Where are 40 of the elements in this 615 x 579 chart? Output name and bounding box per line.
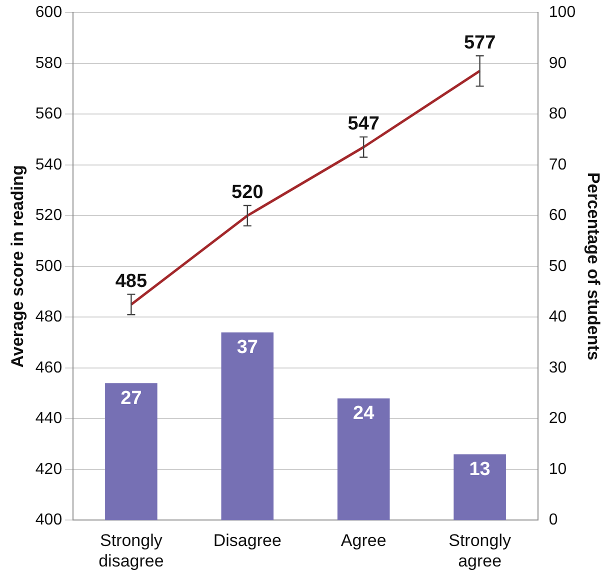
y2-tick-label: 50 <box>548 258 567 275</box>
bar <box>454 454 506 520</box>
y2-tick-label: 30 <box>548 359 567 376</box>
y2-tick-label: 20 <box>548 410 567 428</box>
data-label: 485 <box>115 271 148 292</box>
bar <box>337 398 390 520</box>
y-tick-label: 580 <box>35 54 62 72</box>
y2-tick-label: 40 <box>548 308 567 326</box>
x-tick-label: Agree <box>340 531 386 550</box>
y-tick-label: 540 <box>35 156 62 174</box>
x-tick-label: Disagree <box>213 531 282 550</box>
y-tick-label: 400 <box>35 512 62 529</box>
data-label: 37 <box>236 337 258 358</box>
bar <box>221 332 274 520</box>
y2-tick-label: 80 <box>548 106 567 123</box>
y2-tick-label: 60 <box>548 207 567 224</box>
y-tick-label: 560 <box>35 106 62 123</box>
y2-tick-label: 90 <box>548 54 567 72</box>
y-tick-label: 500 <box>35 258 62 275</box>
x-tick-label: Strongly agree <box>448 531 512 570</box>
data-label: 577 <box>464 32 496 54</box>
data-label: 13 <box>469 458 490 480</box>
bar <box>105 383 158 520</box>
x-tick-label: Strongly disagree <box>98 531 164 570</box>
y-axis-title: Average score in reading <box>8 165 27 368</box>
y2-tick-label: 10 <box>548 460 567 478</box>
y-tick-label: 520 <box>35 207 62 224</box>
y2-tick-label: 0 <box>548 512 558 529</box>
y-tick-label: 420 <box>35 460 62 478</box>
data-label: 520 <box>232 182 264 204</box>
y2-tick-label: 100 <box>548 4 576 22</box>
data-label: 547 <box>348 114 380 135</box>
data-label: 24 <box>353 403 375 424</box>
y2-tick-label: 70 <box>548 156 567 174</box>
y-tick-label: 460 <box>35 359 62 376</box>
data-label: 27 <box>120 388 142 409</box>
y-tick-label: 440 <box>35 410 62 428</box>
y2-axis-title: Percentage of students <box>584 172 604 360</box>
y-tick-label: 600 <box>35 4 62 22</box>
y-tick-label: 480 <box>35 308 62 326</box>
